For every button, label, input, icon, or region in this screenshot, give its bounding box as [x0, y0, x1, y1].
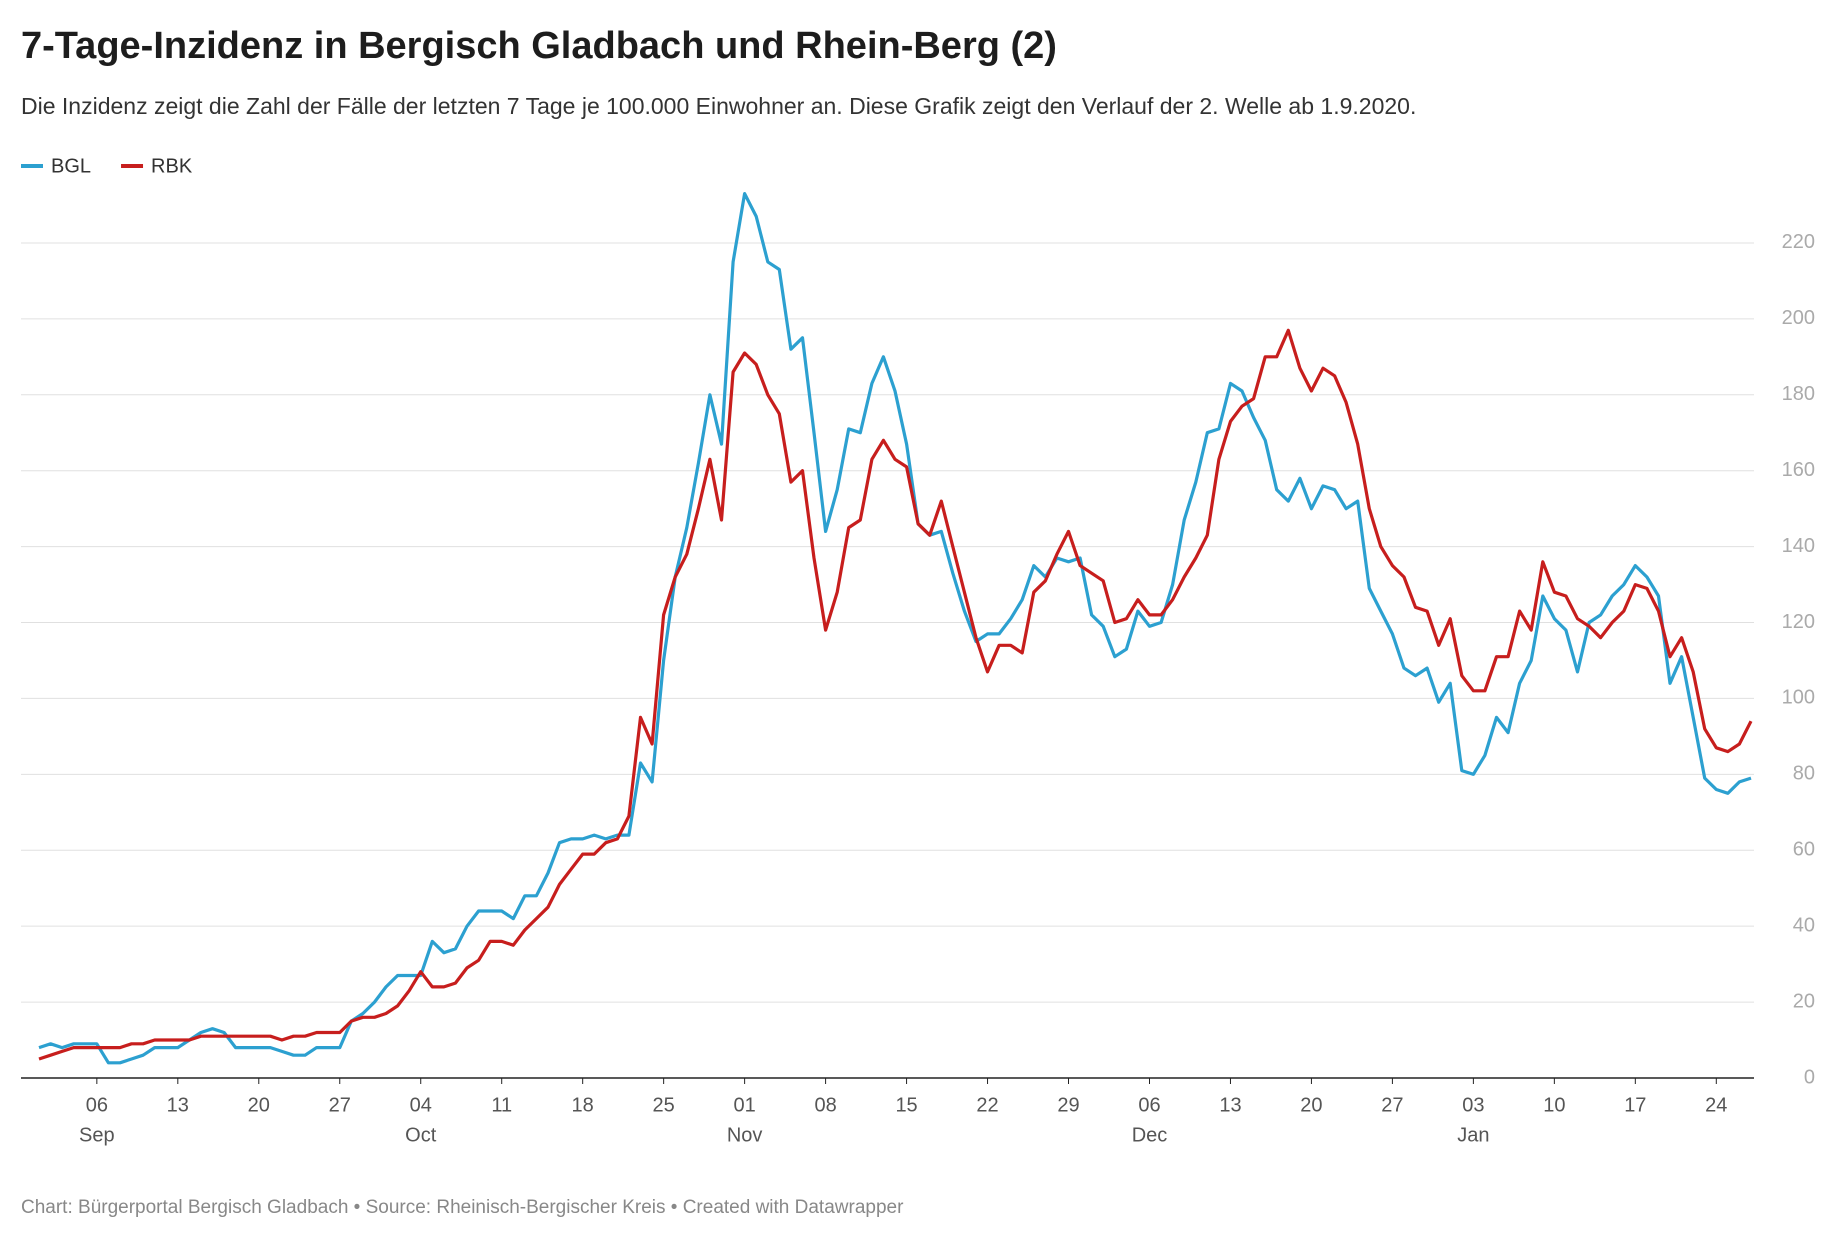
x-month-label: Sep — [79, 1124, 115, 1146]
x-tick-label: 13 — [1219, 1094, 1241, 1116]
x-tick-label: 20 — [1300, 1094, 1322, 1116]
y-tick-label: 120 — [1782, 611, 1815, 633]
x-tick-label: 20 — [248, 1094, 270, 1116]
y-tick-label: 100 — [1782, 687, 1815, 709]
x-tick-label: 25 — [653, 1094, 675, 1116]
x-tick-label: 08 — [814, 1094, 836, 1116]
x-tick-label: 24 — [1705, 1094, 1727, 1116]
chart-subtitle: Die Inzidenz zeigt die Zahl der Fälle de… — [21, 93, 1416, 119]
x-tick-label: 18 — [572, 1094, 594, 1116]
x-tick-label: 27 — [329, 1094, 351, 1116]
legend-label: RBK — [151, 155, 193, 177]
x-tick-label: 11 — [491, 1094, 512, 1116]
x-tick-label: 29 — [1057, 1094, 1079, 1116]
x-month-label: Nov — [727, 1124, 763, 1146]
y-tick-label: 200 — [1782, 307, 1815, 329]
x-tick-label: 06 — [1138, 1094, 1160, 1116]
x-month-label: Jan — [1457, 1124, 1489, 1146]
x-tick-label: 15 — [895, 1094, 917, 1116]
data-line — [38, 192, 1752, 1065]
chart-footer: Chart: Bürgerportal Bergisch Gladbach • … — [21, 1197, 904, 1218]
y-tick-label: 80 — [1793, 763, 1815, 785]
x-tick-label: 06 — [86, 1094, 108, 1116]
x-tick-label: 10 — [1543, 1094, 1565, 1116]
x-tick-label: 13 — [167, 1094, 189, 1116]
legend-label: BGL — [51, 155, 91, 177]
y-tick-label: 160 — [1782, 459, 1815, 481]
y-tick-label: 180 — [1782, 383, 1815, 405]
x-month-label: Dec — [1132, 1124, 1168, 1146]
x-tick-label: 17 — [1624, 1094, 1646, 1116]
x-tick-label: 22 — [976, 1094, 998, 1116]
y-tick-label: 140 — [1782, 535, 1815, 557]
chart-title: 7-Tage-Inzidenz in Bergisch Gladbach und… — [21, 25, 1057, 67]
y-tick-label: 20 — [1793, 990, 1815, 1012]
x-tick-label: 01 — [733, 1094, 755, 1116]
x-tick-label: 03 — [1462, 1094, 1484, 1116]
y-tick-label: 220 — [1782, 231, 1815, 253]
y-tick-label: 40 — [1793, 914, 1815, 936]
y-tick-label: 0 — [1804, 1066, 1815, 1088]
x-month-label: Oct — [405, 1124, 437, 1146]
x-tick-label: 27 — [1381, 1094, 1403, 1116]
y-tick-label: 60 — [1793, 839, 1815, 861]
x-tick-label: 04 — [410, 1094, 432, 1116]
data-line — [38, 328, 1753, 1061]
